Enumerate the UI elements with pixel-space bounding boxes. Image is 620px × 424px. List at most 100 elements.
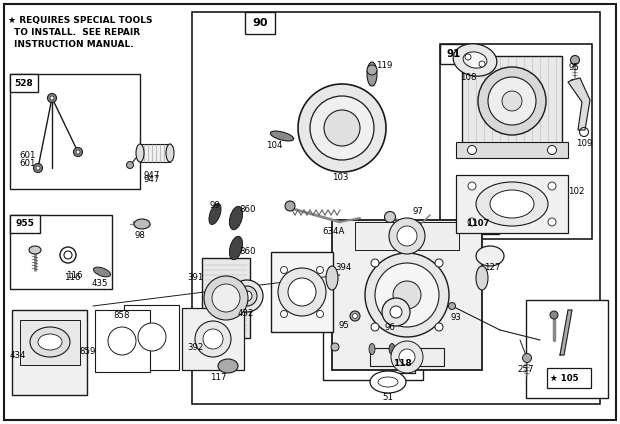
Circle shape <box>33 164 43 173</box>
Circle shape <box>353 313 358 318</box>
Circle shape <box>375 263 439 327</box>
Ellipse shape <box>389 343 395 354</box>
Bar <box>462 56 562 146</box>
Circle shape <box>316 267 324 273</box>
Circle shape <box>76 150 80 154</box>
Circle shape <box>391 341 423 373</box>
Ellipse shape <box>476 182 548 226</box>
Circle shape <box>448 302 456 310</box>
Circle shape <box>365 253 449 337</box>
Bar <box>526 300 608 398</box>
Circle shape <box>36 166 40 170</box>
Text: 104: 104 <box>266 142 282 151</box>
Polygon shape <box>568 78 590 130</box>
Bar <box>323 330 423 380</box>
Ellipse shape <box>326 266 338 290</box>
Ellipse shape <box>367 62 377 86</box>
Circle shape <box>548 182 556 190</box>
Circle shape <box>288 278 316 306</box>
Text: 391: 391 <box>188 273 204 282</box>
Circle shape <box>331 343 339 351</box>
Circle shape <box>204 276 248 320</box>
Bar <box>182 308 244 370</box>
Text: INSTRUCTION MANUAL.: INSTRUCTION MANUAL. <box>14 40 134 49</box>
Circle shape <box>280 310 288 318</box>
Circle shape <box>488 77 536 125</box>
Bar <box>547 368 591 388</box>
Circle shape <box>126 162 133 168</box>
Circle shape <box>212 284 240 312</box>
Text: 103: 103 <box>332 173 348 182</box>
Bar <box>10 215 40 233</box>
Circle shape <box>390 306 402 318</box>
Circle shape <box>108 327 136 355</box>
Circle shape <box>382 298 410 326</box>
Bar <box>124 305 179 370</box>
Text: 95: 95 <box>569 64 580 73</box>
Bar <box>12 310 87 395</box>
Circle shape <box>298 84 386 172</box>
Ellipse shape <box>463 52 487 68</box>
Ellipse shape <box>490 190 534 218</box>
Ellipse shape <box>378 377 398 387</box>
Text: 860: 860 <box>240 206 256 215</box>
Circle shape <box>60 247 76 263</box>
Circle shape <box>570 56 580 64</box>
Ellipse shape <box>30 327 70 357</box>
Bar <box>10 74 38 92</box>
Circle shape <box>231 280 263 312</box>
Circle shape <box>479 61 485 67</box>
Circle shape <box>435 259 443 267</box>
Ellipse shape <box>134 219 150 229</box>
Bar <box>95 310 150 372</box>
Text: eReplacementParts.com: eReplacementParts.com <box>191 210 429 229</box>
Text: 434: 434 <box>10 351 26 360</box>
Text: 947: 947 <box>144 171 160 181</box>
Circle shape <box>465 54 471 60</box>
Circle shape <box>203 329 223 349</box>
Ellipse shape <box>38 334 62 350</box>
Bar <box>271 252 333 332</box>
Bar <box>332 220 482 370</box>
Ellipse shape <box>166 144 174 162</box>
Circle shape <box>478 67 546 135</box>
Circle shape <box>310 96 374 160</box>
Ellipse shape <box>29 246 41 254</box>
Bar <box>355 222 459 250</box>
Text: 435: 435 <box>92 279 108 288</box>
Ellipse shape <box>476 266 488 290</box>
Ellipse shape <box>369 343 375 354</box>
Text: 118: 118 <box>392 360 412 368</box>
Text: 98: 98 <box>135 232 146 240</box>
Bar <box>202 258 250 338</box>
Ellipse shape <box>229 236 242 259</box>
Text: 257: 257 <box>518 365 534 374</box>
Bar <box>20 320 80 365</box>
Circle shape <box>316 310 324 318</box>
Text: 109: 109 <box>576 139 592 148</box>
Text: 432: 432 <box>237 310 254 318</box>
Circle shape <box>195 321 231 357</box>
Circle shape <box>548 218 556 226</box>
Ellipse shape <box>229 206 242 230</box>
Text: 528: 528 <box>15 78 33 87</box>
Text: TO INSTALL.  SEE REPAIR: TO INSTALL. SEE REPAIR <box>14 28 140 37</box>
Bar <box>192 12 600 404</box>
Text: 1107: 1107 <box>466 218 490 228</box>
Bar <box>456 175 568 233</box>
Ellipse shape <box>453 44 497 76</box>
Bar <box>389 355 415 373</box>
Text: 117: 117 <box>210 374 226 382</box>
Text: 601: 601 <box>20 151 36 159</box>
Text: ★ REQUIRES SPECIAL TOOLS: ★ REQUIRES SPECIAL TOOLS <box>8 16 153 25</box>
Bar <box>457 212 499 234</box>
Circle shape <box>237 286 257 306</box>
Text: 108: 108 <box>460 73 476 83</box>
Circle shape <box>64 251 72 259</box>
Text: 127: 127 <box>484 263 500 273</box>
Circle shape <box>468 182 476 190</box>
Circle shape <box>547 145 557 154</box>
Bar <box>245 12 275 34</box>
Circle shape <box>371 259 379 267</box>
Ellipse shape <box>136 144 144 162</box>
